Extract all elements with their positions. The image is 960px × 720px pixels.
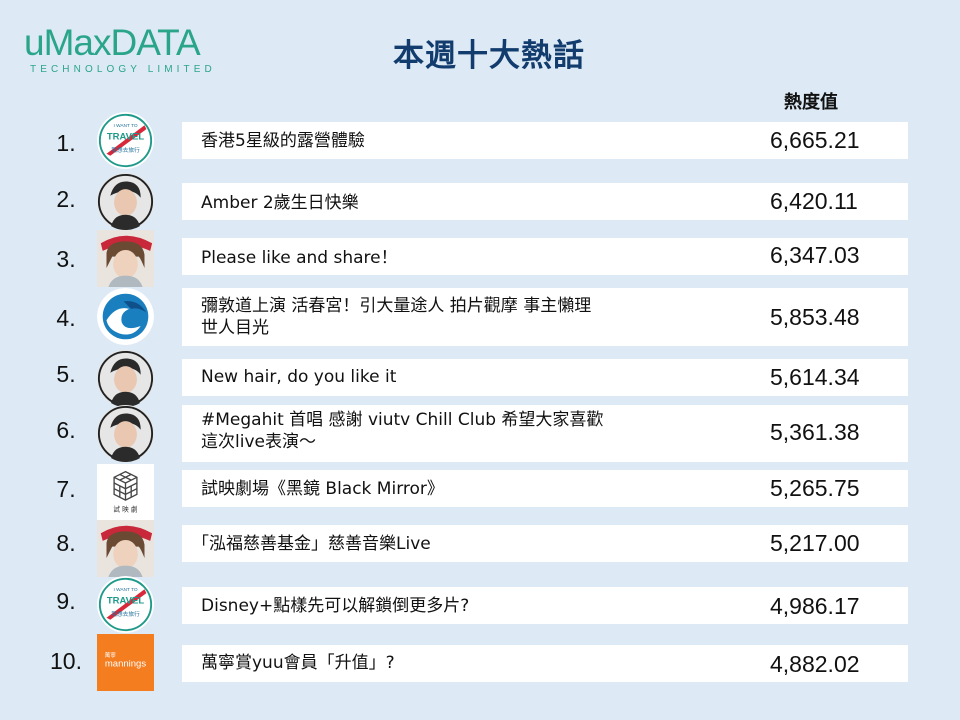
- woman-visor-portrait-icon: [97, 230, 154, 287]
- heat-value: 6,665.21: [770, 127, 860, 153]
- heat-value: 4,882.02: [770, 651, 860, 677]
- topic-bar[interactable]: Amber 2歲生日快樂 6,420.11: [182, 183, 908, 220]
- rank-number: 3.: [56, 246, 76, 272]
- rank-number: 7.: [56, 476, 76, 502]
- topic-text: 香港5星級的露營體驗: [201, 131, 365, 151]
- value-column-header: 熱度值: [784, 92, 838, 113]
- svg-text:mannings: mannings: [105, 658, 146, 669]
- logo-wordmark: uMaxDATA: [24, 22, 201, 63]
- heat-value: 5,361.38: [770, 419, 860, 445]
- svg-text:TRAVEL: TRAVEL: [107, 132, 144, 143]
- svg-text:TRAVEL: TRAVEL: [107, 596, 144, 607]
- topic-text: Amber 2歲生日快樂: [201, 193, 359, 213]
- page-title: 本週十大熱話: [393, 38, 585, 74]
- rank-number: 10.: [50, 648, 82, 674]
- topic-bar[interactable]: 香港5星級的露營體驗 6,665.21: [182, 122, 908, 159]
- topic-bar[interactable]: 萬寧賞yuu會員「升值」? 4,882.02: [182, 645, 908, 682]
- topic-text: 彌敦道上演 活春宮！引大量途人 拍片觀摩 事主懶理 世人目光: [201, 296, 592, 338]
- topic-bar[interactable]: 試映劇場《黑鏡 Black Mirror》 5,265.75: [182, 470, 908, 507]
- rank-number: 5.: [56, 361, 76, 387]
- rank-number: 1.: [56, 130, 76, 156]
- heat-value: 5,853.48: [770, 304, 860, 330]
- rank-number: 8.: [56, 530, 76, 556]
- singer-portrait-icon: [97, 405, 154, 462]
- topic-text: #Megahit 首唱 感謝 viutv Chill Club 希望大家喜歡 這…: [201, 410, 604, 452]
- topic-bar[interactable]: 彌敦道上演 活春宮！引大量途人 拍片觀摩 事主懶理 世人目光 5,853.48: [182, 288, 908, 346]
- wave-logo-icon: [97, 288, 154, 345]
- singer-portrait-icon: [97, 173, 154, 230]
- travel-logo-icon: I WANT TO TRAVEL 我想去旅行: [97, 112, 154, 169]
- mannings-logo-icon: 萬寧 mannings: [97, 634, 154, 691]
- topic-bar[interactable]: #Megahit 首唱 感謝 viutv Chill Club 希望大家喜歡 這…: [182, 405, 908, 462]
- heat-value: 6,420.11: [770, 188, 858, 214]
- travel-logo-icon: I WANT TO TRAVEL 我想去旅行: [97, 576, 154, 633]
- heat-value: 5,217.00: [770, 530, 860, 556]
- topic-bar[interactable]: 「泓福慈善基金」慈善音樂Live 5,217.00: [182, 525, 908, 562]
- rank-number: 9.: [56, 588, 76, 614]
- heat-value: 5,614.34: [770, 364, 860, 390]
- topic-text: Disney+點樣先可以解鎖倒更多片?: [201, 596, 470, 616]
- svg-text:我想去旅行: 我想去旅行: [111, 610, 140, 618]
- topic-text: Please like and share！: [201, 248, 398, 268]
- woman-visor-portrait-icon: [97, 520, 154, 577]
- topic-text: 「泓福慈善基金」慈善音樂Live: [192, 534, 431, 554]
- logo-tagline: TECHNOLOGY LIMITED: [30, 64, 216, 75]
- svg-text:I WANT TO: I WANT TO: [113, 123, 137, 129]
- topic-text: New hair, do you like it: [201, 367, 397, 387]
- topic-bar[interactable]: Disney+點樣先可以解鎖倒更多片? 4,986.17: [182, 587, 908, 624]
- heat-value: 4,986.17: [770, 593, 860, 619]
- svg-text:萬寧: 萬寧: [105, 651, 117, 659]
- rank-number: 4.: [56, 305, 76, 331]
- svg-text:試 映 劇: 試 映 劇: [113, 505, 138, 514]
- rank-number: 6.: [56, 417, 76, 443]
- rank-number: 2.: [56, 186, 76, 212]
- topic-text: 試映劇場《黑鏡 Black Mirror》: [201, 479, 444, 499]
- umaxdata-logo: uMaxDATA TECHNOLOGY LIMITED: [24, 24, 228, 78]
- heat-value: 6,347.03: [770, 242, 860, 268]
- heat-value: 5,265.75: [770, 475, 860, 501]
- topic-bar[interactable]: Please like and share！ 6,347.03: [182, 238, 908, 275]
- cube-logo-icon: 試 映 劇: [97, 464, 154, 521]
- topic-bar[interactable]: New hair, do you like it 5,614.34: [182, 359, 908, 396]
- singer-portrait-icon: [97, 350, 154, 407]
- topic-text: 萬寧賞yuu會員「升值」?: [201, 653, 395, 673]
- svg-text:I WANT TO: I WANT TO: [113, 587, 137, 593]
- svg-text:我想去旅行: 我想去旅行: [111, 146, 140, 154]
